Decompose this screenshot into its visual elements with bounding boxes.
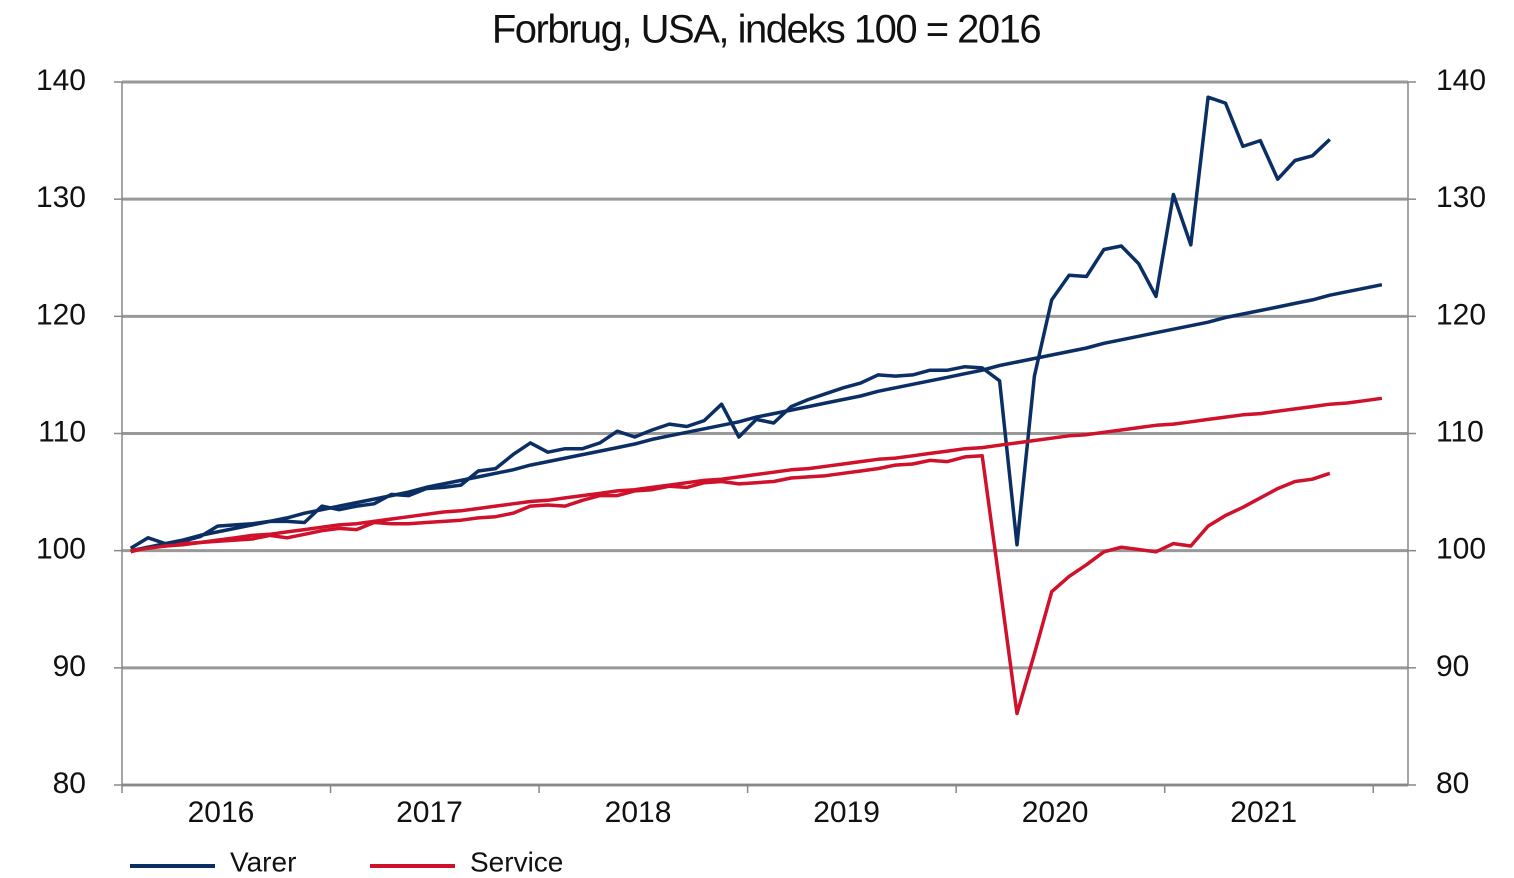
series-line bbox=[129, 95, 1332, 550]
y-tick-label: 120 bbox=[36, 298, 86, 331]
y-tick-label: 100 bbox=[36, 533, 86, 566]
x-tick-label: 2020 bbox=[1022, 796, 1089, 829]
y2-tick-label: 140 bbox=[1436, 64, 1486, 97]
y2-tick-label: 80 bbox=[1436, 767, 1469, 800]
y-tick-label: 110 bbox=[38, 415, 86, 448]
x-tick-label: 2021 bbox=[1230, 796, 1297, 829]
x-tick-label: 2017 bbox=[396, 796, 463, 829]
series-line bbox=[130, 282, 1383, 553]
y-tick-label: 90 bbox=[53, 650, 86, 683]
x-tick-label: 2018 bbox=[605, 796, 672, 829]
y-tick-label: 80 bbox=[53, 767, 86, 800]
chart-title: Forbrug, USA, indeks 100 = 2016 bbox=[492, 8, 1041, 52]
legend-label: Varer bbox=[230, 846, 296, 877]
y-tick-label: 140 bbox=[36, 64, 86, 97]
y2-tick-label: 130 bbox=[1436, 181, 1486, 214]
y2-tick-label: 120 bbox=[1436, 298, 1486, 331]
y2-tick-label: 100 bbox=[1436, 533, 1486, 566]
series-line bbox=[130, 396, 1383, 553]
y-tick-label: 130 bbox=[36, 181, 86, 214]
y2-tick-label: 90 bbox=[1436, 650, 1469, 683]
x-tick-label: 2019 bbox=[813, 796, 880, 829]
y2-tick-label: 110 bbox=[1436, 415, 1484, 448]
legend-label: Service bbox=[470, 846, 563, 877]
x-tick-label: 2016 bbox=[188, 796, 255, 829]
series-line bbox=[130, 454, 1331, 716]
